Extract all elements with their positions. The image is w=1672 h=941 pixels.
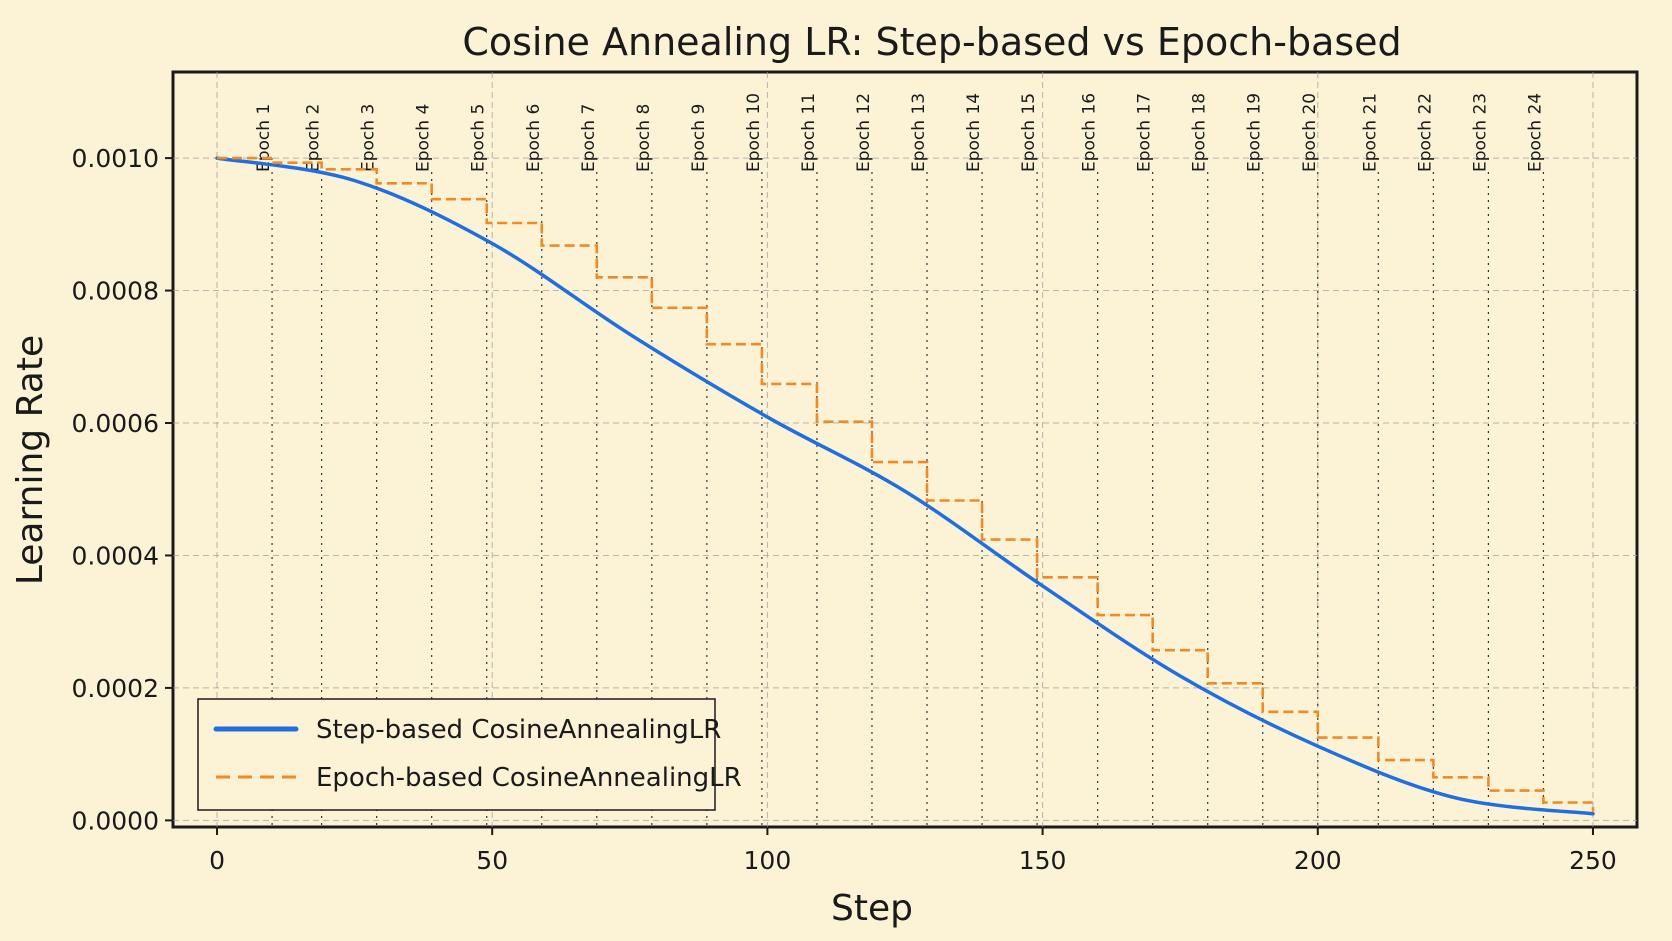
y-tick-label: 0.0002 bbox=[72, 674, 159, 703]
epoch-label: Epoch 17 bbox=[1135, 93, 1155, 172]
epoch-label: Epoch 5 bbox=[469, 104, 489, 172]
x-tick-label: 200 bbox=[1294, 846, 1342, 875]
series-step-based-line bbox=[215, 156, 1595, 816]
epoch-label: Epoch 22 bbox=[1415, 93, 1435, 172]
x-tick-label: 0 bbox=[209, 846, 225, 875]
series bbox=[215, 156, 1595, 816]
x-tick-label: 100 bbox=[744, 846, 792, 875]
epoch-label: Epoch 21 bbox=[1360, 93, 1380, 172]
y-tick-label: 0.0008 bbox=[72, 277, 159, 306]
legend-box bbox=[197, 698, 716, 811]
legend: Step-based CosineAnnealingLR Epoch-based… bbox=[197, 698, 742, 811]
epoch-markers: Epoch 1 Epoch 2 Epoch 3 Epoch 4 Epoch 5 Epoch… bbox=[254, 93, 1545, 827]
x-axis-label: Step bbox=[831, 888, 913, 929]
epoch-label: Epoch 7 bbox=[579, 104, 599, 172]
epoch-label: Epoch 14 bbox=[964, 93, 984, 172]
chart-title: Cosine Annealing LR: Step-based vs Epoch… bbox=[462, 20, 1401, 64]
epoch-label: Epoch 4 bbox=[414, 104, 434, 172]
epoch-label: Epoch 3 bbox=[359, 104, 379, 172]
epoch-label: Epoch 23 bbox=[1470, 93, 1490, 172]
epoch-label: Epoch 8 bbox=[634, 104, 654, 172]
epoch-label: Epoch 15 bbox=[1019, 93, 1039, 172]
legend-label-epoch: Epoch-based CosineAnnealingLR bbox=[316, 763, 742, 793]
y-tick-label: 0.0000 bbox=[72, 806, 159, 835]
ticks: 0.0000 0.0002 0.0004 0.0006 0.0008 0.0010 0 50 1… bbox=[72, 144, 1617, 875]
series-epoch-based-line bbox=[217, 156, 1595, 812]
legend-label-step: Step-based CosineAnnealingLR bbox=[316, 715, 721, 745]
epoch-label: Epoch 1 bbox=[254, 104, 274, 172]
epoch-label: Epoch 13 bbox=[909, 93, 929, 172]
epoch-label: Epoch 20 bbox=[1300, 93, 1320, 172]
grid bbox=[173, 72, 1637, 827]
x-tick-label: 250 bbox=[1569, 846, 1617, 875]
y-tick-label: 0.0006 bbox=[72, 409, 159, 438]
epoch-label: Epoch 10 bbox=[744, 93, 764, 172]
y-tick-label: 0.0004 bbox=[72, 541, 159, 570]
epoch-label: Epoch 11 bbox=[799, 93, 819, 172]
epoch-label: Epoch 24 bbox=[1525, 93, 1545, 172]
epoch-label: Epoch 16 bbox=[1080, 93, 1100, 172]
epoch-label: Epoch 6 bbox=[524, 104, 544, 172]
epoch-label: Epoch 12 bbox=[854, 93, 874, 172]
y-tick-label: 0.0010 bbox=[72, 144, 159, 173]
epoch-label: Epoch 18 bbox=[1190, 93, 1210, 172]
plot-frame bbox=[171, 70, 1639, 829]
epoch-label: Epoch 9 bbox=[689, 104, 709, 172]
x-tick-label: 150 bbox=[1019, 846, 1067, 875]
x-tick-label: 50 bbox=[476, 846, 508, 875]
epoch-label: Epoch 2 bbox=[304, 104, 324, 172]
epoch-label: Epoch 19 bbox=[1245, 93, 1265, 172]
y-axis-label: Learning Rate bbox=[10, 335, 51, 585]
